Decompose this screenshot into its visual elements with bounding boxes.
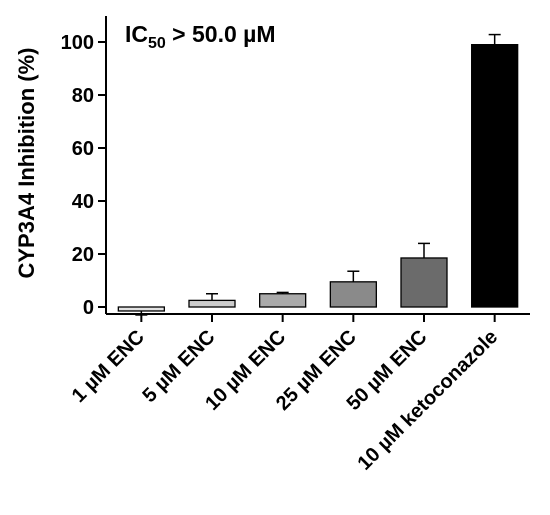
y-axis-label: CYP3A4 Inhibition (%) [14, 48, 39, 279]
ic50-annotation: IC50 > 50.0 µM [125, 21, 276, 52]
y-tick-label-100: 100 [61, 32, 94, 54]
category-label-5: 10 µM ketoconazole [354, 326, 503, 475]
y-tick-label-20: 20 [72, 244, 94, 266]
y-tick-label-40: 40 [72, 191, 94, 213]
bar-3 [329, 281, 377, 308]
bar-0 [117, 306, 165, 312]
y-tick-label-80: 80 [72, 85, 94, 107]
category-label-0: 1 µM ENC [68, 326, 149, 407]
bar-2 [259, 293, 307, 308]
bar-4 [400, 257, 448, 308]
bar-5 [471, 44, 519, 308]
y-tick-label-60: 60 [72, 138, 94, 160]
y-tick-label-0: 0 [83, 297, 94, 319]
axes [98, 16, 530, 322]
bars [117, 33, 519, 316]
bar-1 [188, 299, 236, 308]
